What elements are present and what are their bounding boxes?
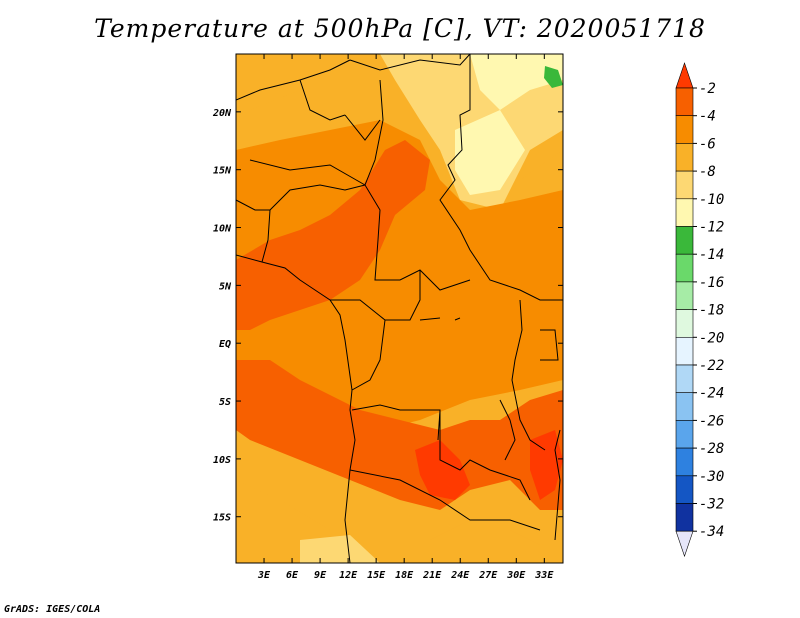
longitude-axis: 3E 6E 9E 12E 15E 18E 21E 24E 27E 30E 33E [257, 54, 554, 581]
colorbar: -2 -4 -6 -8 -10 -12 -14 -16 -18 -20 -22 -24 -26 -28 -3… [675, 62, 724, 558]
colorbar-label: -18 [699, 303, 724, 319]
lat-tick-label: 20N [212, 108, 232, 119]
colorbar-label: -20 [699, 330, 724, 346]
colorbar-label: -22 [699, 358, 724, 374]
colorbar-label: -34 [699, 524, 724, 540]
colorbar-segment [675, 115, 694, 144]
lon-tick-label: 18E [395, 570, 414, 581]
lat-tick-label: 5S [219, 397, 231, 408]
chart-title: Temperature at 500hPa [C], VT: 202005171… [94, 14, 706, 43]
colorbar-bottom-arrow [675, 530, 694, 558]
field-south-2-4 [236, 360, 563, 510]
lon-tick-label: 21E [422, 570, 442, 581]
colorbar-label: -26 [699, 413, 724, 429]
colorbar-segment [675, 170, 694, 200]
lon-tick-label: 15E [367, 570, 386, 581]
latitude-axis: 20N 15N 10N 5N EQ 5S 10S 15S [212, 108, 563, 524]
colorbar-segment [675, 503, 694, 532]
lat-tick-label: 10S [213, 455, 231, 466]
colorbar-segment [675, 364, 694, 394]
lon-tick-label: 3E [257, 570, 271, 581]
colorbar-segment [675, 309, 694, 338]
colorbar-label: -8 [699, 164, 716, 180]
colorbar-segment [675, 143, 694, 172]
colorbar-label: -24 [699, 386, 724, 402]
lon-tick-label: 9E [314, 570, 327, 581]
lon-tick-label: 30E [506, 570, 526, 581]
colorbar-segment [675, 336, 694, 366]
grads-credit: GrADS: IGES/COLA [4, 604, 101, 615]
colorbar-label: -12 [699, 220, 724, 236]
colorbar-label: -6 [699, 136, 716, 152]
colorbar-segment [675, 281, 694, 310]
lat-tick-label: EQ [219, 339, 231, 350]
lat-tick-label: 10N [213, 224, 232, 235]
colorbar-segment [675, 392, 694, 421]
colorbar-segment [675, 253, 694, 283]
lon-tick-label: 24E [450, 570, 470, 581]
colorbar-label: -10 [699, 192, 724, 208]
field-west-2-4 [236, 140, 430, 330]
colorbar-segment [675, 447, 694, 477]
lon-tick-label: 6E [286, 570, 299, 581]
colorbar-label: -2 [699, 81, 716, 97]
colorbar-segment [675, 198, 694, 227]
temperature-field [236, 54, 563, 563]
colorbar-label: -32 [699, 497, 724, 513]
field-south-8-10 [300, 535, 380, 563]
colorbar-label: -4 [699, 109, 716, 125]
lon-tick-label: 27E [478, 570, 498, 581]
field-central-4-6 [236, 120, 563, 430]
lat-tick-label: 5N [219, 281, 232, 292]
field-patch-12-14 [544, 66, 563, 88]
colorbar-label: -14 [699, 247, 724, 263]
colorbar-label: -16 [699, 275, 724, 291]
colorbar-label: -30 [699, 469, 724, 485]
lat-tick-label: 15N [213, 166, 232, 177]
lat-tick-label: 15S [213, 513, 231, 524]
borders [236, 54, 563, 563]
colorbar-segment [675, 87, 694, 117]
colorbar-segment [675, 226, 694, 255]
field-core-east [530, 430, 563, 500]
colorbar-top-arrow [675, 62, 694, 89]
lon-tick-label: 33E [534, 570, 554, 581]
colorbar-label: -28 [699, 441, 724, 457]
colorbar-segment [675, 420, 694, 449]
lon-tick-label: 12E [339, 570, 358, 581]
field-northeast-10-12 [470, 54, 563, 110]
colorbar-segment [675, 475, 694, 504]
field-patch-10-12 [455, 110, 525, 195]
map-frame [235, 53, 564, 564]
field-core-2 [415, 440, 470, 500]
